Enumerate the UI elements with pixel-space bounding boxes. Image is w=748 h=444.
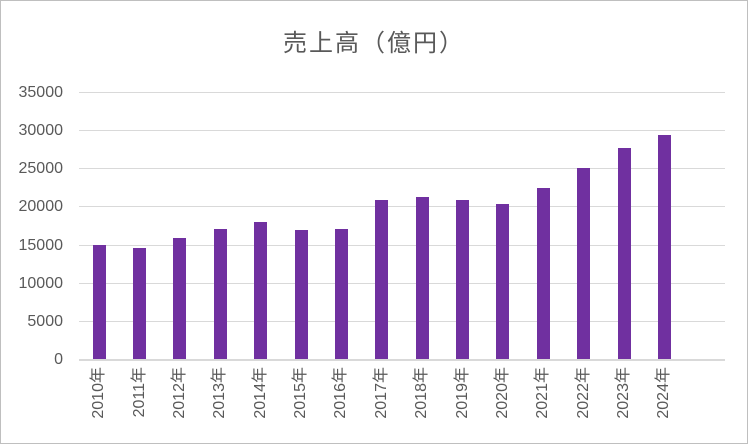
x-axis-tick-label: 2010年 <box>90 367 108 419</box>
gridline <box>79 320 725 322</box>
bar[interactable] <box>536 188 550 359</box>
bar[interactable] <box>334 228 348 359</box>
x-axis-tick-label: 2020年 <box>493 367 511 419</box>
x-axis-tick-label: 2017年 <box>372 367 390 419</box>
y-axis-tick-label: 5000 <box>27 312 63 330</box>
bar[interactable] <box>415 197 429 359</box>
x-axis-tick-label: 2016年 <box>332 367 350 419</box>
y-axis-tick-label: 15000 <box>18 236 64 254</box>
bar[interactable] <box>254 222 268 359</box>
x-axis-tick-label: 2012年 <box>170 367 188 419</box>
gridline <box>79 282 725 284</box>
x-axis-tick-label: 2019年 <box>453 367 471 419</box>
y-axis-tick-label: 35000 <box>18 84 64 101</box>
gridline <box>79 206 725 208</box>
x-axis-tick-label: 2015年 <box>292 367 310 419</box>
bar[interactable] <box>133 247 147 359</box>
bar[interactable] <box>294 230 308 359</box>
bar[interactable] <box>456 199 470 359</box>
y-axis-tick-label: 0 <box>54 351 63 368</box>
bar[interactable] <box>617 147 631 359</box>
x-axis-tick-label: 2014年 <box>251 367 269 419</box>
chart-title: 売上高（億円） <box>283 30 465 57</box>
x-axis-tick-label: 2021年 <box>534 367 552 419</box>
y-axis-tick-label: 20000 <box>18 198 64 216</box>
bar[interactable] <box>657 134 671 359</box>
x-axis-tick-label: 2023年 <box>615 367 633 419</box>
bar[interactable] <box>213 228 227 359</box>
x-axis-tick-label: 2018年 <box>413 367 431 419</box>
bar[interactable] <box>577 167 591 359</box>
x-axis-tick-label: 2013年 <box>211 367 229 419</box>
y-axis-tick-label: 10000 <box>18 274 64 292</box>
y-axis-tick-label: 25000 <box>18 160 64 178</box>
gridline <box>79 92 725 93</box>
bar[interactable] <box>375 200 389 359</box>
y-axis-tick-label: 30000 <box>18 122 64 140</box>
gridline <box>79 244 725 246</box>
x-axis-tick-label: 2022年 <box>574 367 592 419</box>
bar[interactable] <box>496 204 510 359</box>
bar[interactable] <box>173 238 187 359</box>
x-axis-tick-label: 2011年 <box>130 367 148 418</box>
gridline <box>79 168 725 170</box>
gridline <box>79 130 725 132</box>
bar[interactable] <box>92 245 106 359</box>
x-axis-line <box>79 359 725 361</box>
x-axis-tick-label: 2024年 <box>655 367 673 419</box>
